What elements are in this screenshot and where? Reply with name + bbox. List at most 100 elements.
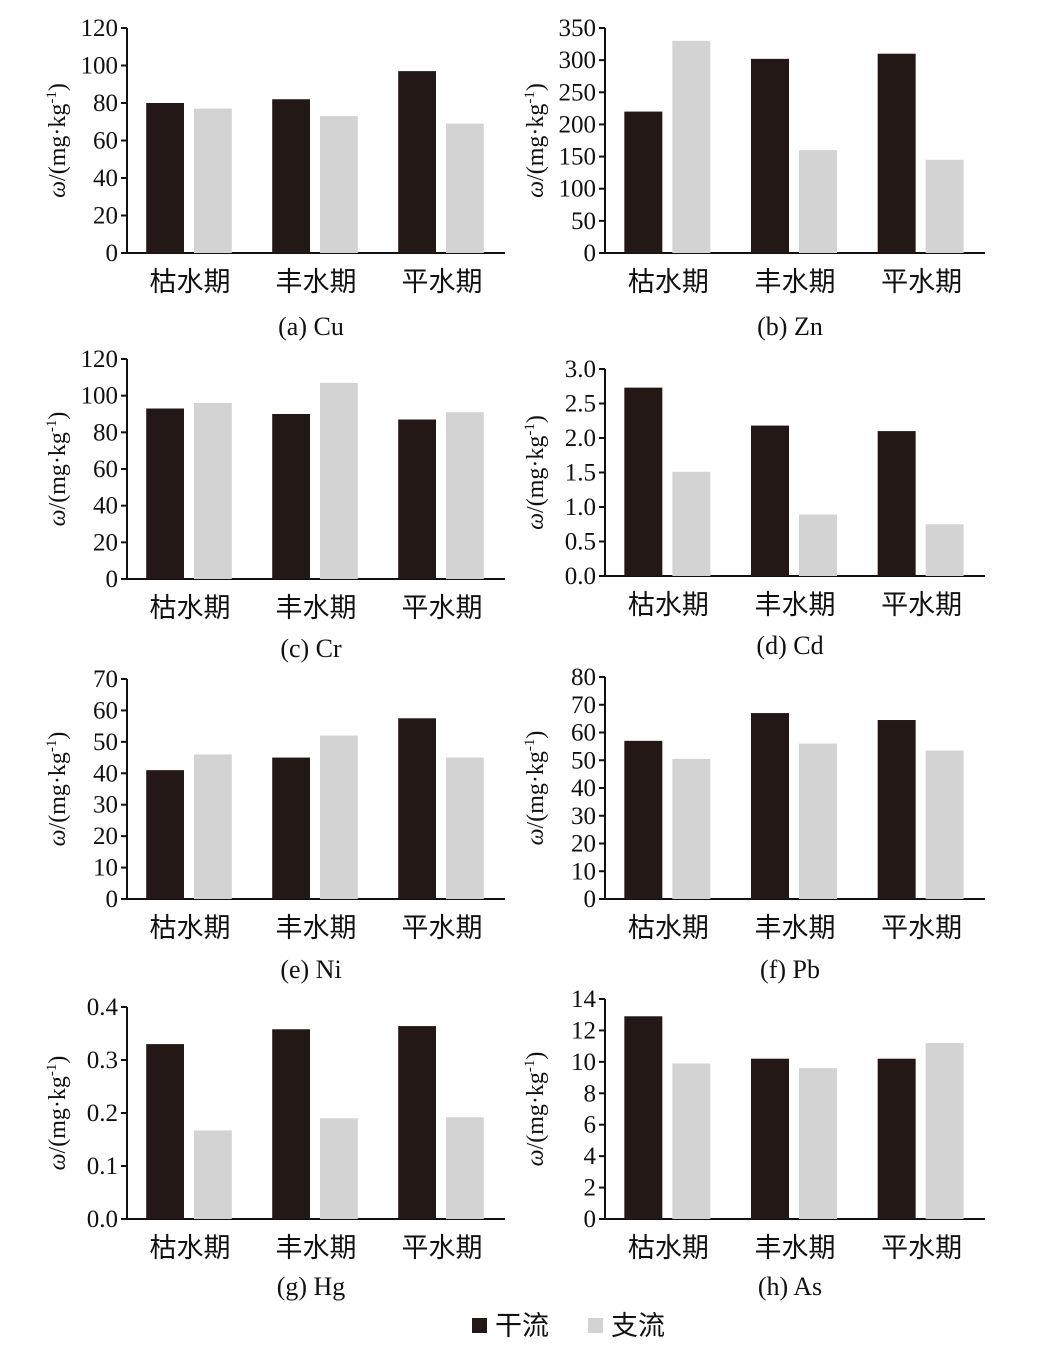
y-tick-label: 70 [93,666,118,693]
bar-mainstream [624,1016,663,1219]
chart-panel-5: 0 10 20 30 40 50 60 70 枯水期 丰水期 平水期 ω/(mg·kg-1) (e) N… [44,666,505,984]
x-tick-label: 平水期 [881,590,962,620]
x-tick-label: 枯水期 [150,593,231,623]
y-tick-label: 60 [571,720,596,747]
chart-title: (g) Hg [277,1272,346,1301]
y-tick-label: 0 [106,886,119,913]
y-tick-label: 60 [93,128,118,155]
chart-title: (e) Ni [280,955,341,984]
x-tick-label: 丰水期 [755,913,836,943]
x-tick-label: 丰水期 [276,593,357,623]
y-tick-label: 50 [93,729,118,756]
bar-mainstream [877,53,916,253]
y-tick-label: 40 [93,760,118,787]
y-tick-label: 2 [584,1175,597,1202]
y-tick-label: 12 [571,1017,596,1044]
y-axis-label: ω/(mg·kg-1) [522,415,549,530]
bar-tributary [799,514,837,576]
x-tick-label: 枯水期 [628,267,709,297]
bar-mainstream [272,1029,310,1219]
chart-panel-2: 0 50 100 150 200 250 300 350 枯水期 丰水期 平水期 ω/(mg·kg-1… [522,15,985,341]
chart-title: (h) As [758,1272,822,1301]
bar-tributary [194,1130,232,1219]
bar-tributary [672,758,711,899]
y-tick-label: 60 [93,697,118,724]
chart-panel-1: 0 20 40 60 80 100 120 枯水期 丰水期 平水期 ω/(mg·kg-1) (a) C… [44,15,505,341]
bar-tributary [320,116,358,253]
legend: 干流 支流 [472,1311,665,1341]
bar-tributary [799,743,837,899]
bar-tributary [194,108,232,253]
y-tick-label: 30 [93,792,118,819]
chart-title: (b) Zn [757,312,823,341]
x-tick-label: 枯水期 [628,1233,709,1263]
x-tick-label: 平水期 [402,913,483,943]
chart-title: (c) Cr [280,634,342,663]
bar-mainstream [751,1058,789,1219]
chart-panel-3: 0 20 40 60 80 100 120 枯水期 丰水期 平水期 ω/(mg·kg-1) (c) C… [44,346,505,663]
bar-mainstream [751,58,789,253]
bar-tributary [446,123,484,253]
bar-tributary [672,471,711,576]
bar-mainstream [751,425,789,576]
y-tick-label: 1.5 [565,460,596,487]
y-tick-label: 10 [571,1049,596,1076]
y-tick-label: 50 [571,747,596,774]
y-tick-label: 0 [584,1206,597,1233]
y-tick-label: 20 [571,831,596,858]
bar-tributary [446,1117,484,1219]
bar-mainstream [624,740,663,899]
bar-tributary [320,735,358,899]
bar-tributary [320,382,358,579]
y-tick-label: 50 [571,208,596,235]
x-tick-label: 枯水期 [150,913,231,943]
x-tick-label: 丰水期 [755,267,836,297]
y-axis-label: ω/(mg·kg-1) [44,732,71,847]
y-axis-label: ω/(mg·kg-1) [522,1052,549,1167]
y-tick-label: 1.0 [565,494,596,521]
chart-title: (d) Cd [756,631,823,660]
y-tick-label: 300 [559,47,597,74]
y-tick-label: 10 [571,858,596,885]
bar-tributary [194,754,232,899]
y-tick-label: 3.0 [565,356,596,383]
bar-mainstream [398,718,436,899]
x-tick-label: 丰水期 [755,590,836,620]
bar-tributary [799,150,837,253]
legend-swatch [588,1318,603,1333]
y-tick-label: 70 [571,692,596,719]
bar-mainstream [146,408,184,579]
y-tick-label: 20 [93,529,118,556]
bar-mainstream [146,1044,184,1219]
bar-mainstream [272,757,310,899]
y-tick-label: 0.4 [87,994,119,1021]
y-tick-label: 2.0 [565,425,596,452]
y-tick-label: 30 [571,803,596,830]
bar-tributary [320,1118,358,1219]
y-tick-label: 80 [571,664,596,691]
y-tick-label: 40 [93,165,118,192]
bar-tributary [672,40,711,253]
y-tick-label: 0.3 [87,1047,118,1074]
bar-mainstream [398,419,436,579]
bar-mainstream [877,720,916,899]
y-tick-label: 20 [93,823,118,850]
legend-label: 干流 [495,1311,549,1341]
y-tick-label: 8 [584,1080,597,1107]
x-tick-label: 平水期 [881,1233,962,1263]
bar-mainstream [398,71,436,253]
chart-panel-4: 0.0 0.5 1.0 1.5 2.0 2.5 3.0 枯水期 丰水期 平水期 ω/(mg·kg-1… [522,356,985,660]
y-tick-label: 2.5 [565,391,596,418]
y-tick-label: 10 [93,855,118,882]
y-tick-label: 6 [584,1112,597,1139]
bar-tributary [194,403,232,579]
bar-tributary [799,1068,837,1219]
y-tick-label: 0.2 [87,1100,118,1127]
y-tick-label: 120 [81,346,119,373]
y-tick-label: 0.5 [565,529,596,556]
y-axis-label: ω/(mg·kg-1) [44,1056,71,1171]
y-tick-label: 200 [559,111,597,138]
chart-title: (f) Pb [760,955,820,984]
y-tick-label: 0.0 [87,1206,118,1233]
